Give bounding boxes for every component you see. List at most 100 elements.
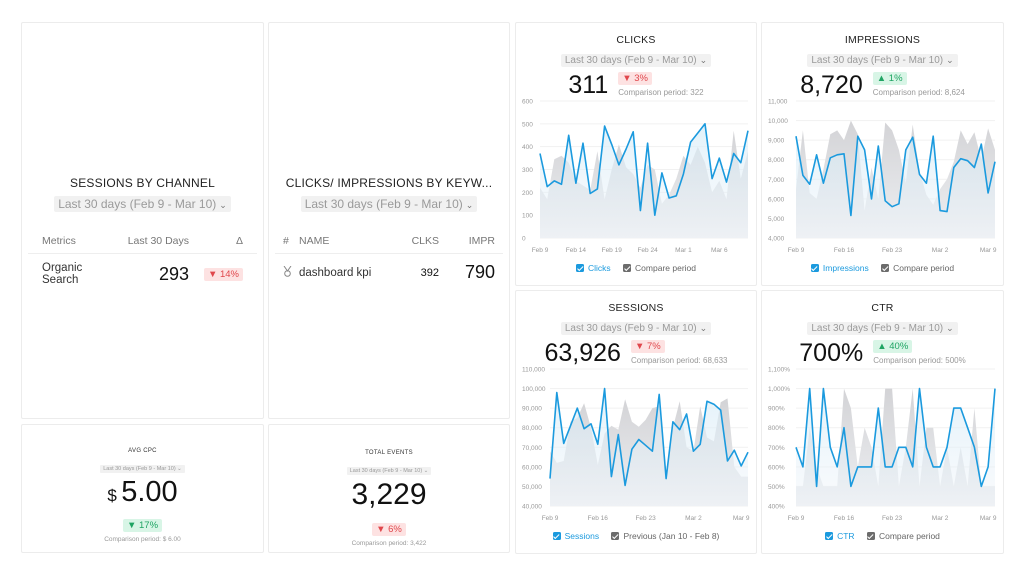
y-tick-label: 40,000 [522,504,542,511]
y-tick-label: 1,100% [768,367,790,374]
x-tick-label: Feb 9 [542,515,559,522]
chart-title: CLICKS [616,34,656,46]
y-tick-label: 4,000 [768,236,785,243]
primary-line [549,387,749,487]
checkbox-checked-icon [623,264,632,272]
keyword-name: dashboard kpi [299,266,372,279]
table-row: Organic Search 293 ▼ 14% [28,254,257,294]
delta-badge: ▼ 3% [618,72,653,85]
y-tick-label: 300 [522,167,533,174]
avg-cpc-widget: AVG CPC Last 30 days (Feb 9 - Mar 10) ⌄ … [21,424,264,553]
y-tick-label: 90,000 [522,406,542,413]
widget-title: CLICKS/ IMPRESSIONS BY KEYW... [285,176,493,190]
legend-toggle-compare[interactable]: Compare period [881,263,954,273]
y-tick-label: 7,000 [768,177,785,184]
y-tick-label: 60,000 [522,464,542,471]
y-tick-label: 100 [522,213,533,220]
primary-area [796,388,995,506]
legend-toggle-primary[interactable]: Sessions [552,531,600,541]
legend-label: Clicks [588,263,611,273]
kpi-value: 311 [568,71,609,99]
x-tick-label: Mar 1 [675,247,692,254]
column-header: IMPR [468,235,495,247]
x-tick-label: Feb 16 [588,515,609,522]
checkbox-checked-icon [810,264,819,272]
impressions-chart-widget: 4,000 5,000 6,000 7,000 8,000 9,000 10,000 11,0… [761,22,1004,286]
kpi-value: 700% [799,339,864,367]
table-row: dashboard kpi 392 790 [275,254,503,291]
delta-badge: ▲ 1% [872,72,907,85]
date-range-dropdown[interactable]: Last 30 days (Feb 9 - Mar 10) ⌄ [54,196,231,212]
legend-toggle-compare[interactable]: Previous (Jan 10 - Feb 8) [611,531,719,541]
y-tick-label: 700% [768,445,785,452]
x-tick-label: Mar 2 [932,515,949,522]
column-header: Last 30 Days [127,235,189,247]
legend-label: Compare period [878,531,940,541]
checkbox-checked-icon [866,532,875,540]
y-tick-label: 10,000 [768,118,788,125]
delta-badge: ▼ 17% [122,519,163,532]
y-tick-label: 0 [522,236,526,243]
x-tick-label: Feb 19 [602,247,623,254]
primary-line [795,135,996,217]
legend-toggle-compare[interactable]: Compare period [623,263,696,273]
date-range-dropdown[interactable]: Last 30 days (Feb 9 - Mar 10) ⌄ [807,54,958,67]
legend-toggle-compare[interactable]: Compare period [866,531,940,541]
date-range-label: Last 30 days (Feb 9 - Mar 10) [564,323,697,334]
date-range-dropdown[interactable]: Last 30 days (Feb 9 - Mar 10) ⌄ [346,467,432,475]
checkbox-checked-icon [576,264,584,272]
chevron-down-icon: ⌄ [699,323,708,333]
primary-line [795,387,996,488]
date-range-label: Last 30 days (Feb 9 - Mar 10) [349,468,423,474]
chevron-down-icon: ⌄ [465,200,474,210]
date-range-dropdown[interactable]: Last 30 days (Feb 9 - Mar 10) ⌄ [300,196,478,212]
x-tick-label: Feb 23 [635,515,656,522]
column-header: # [283,235,289,247]
date-range-label: Last 30 days (Feb 9 - Mar 10) [304,197,463,211]
date-range-dropdown[interactable]: Last 30 days (Feb 9 - Mar 10) ⌄ [807,322,958,335]
primary-area [796,136,995,238]
date-range-label: Last 30 days (Feb 9 - Mar 10) [811,323,944,334]
table-header: Metrics Last 30 Days Δ [28,235,257,254]
legend-label: Sessions [564,531,600,541]
y-tick-label: 400 [522,144,533,151]
legend-label: Compare period [893,263,955,273]
y-tick-label: 1,000% [768,386,790,393]
metric-value: 293 [158,263,189,284]
ctr-chart-widget: 400% 500% 600% 700% 800% 900% 1,000% 1,100% Feb … [761,290,1004,554]
y-tick-label: 80,000 [522,425,542,432]
legend-toggle-primary[interactable]: CTR [825,531,855,541]
y-tick-label: 50,000 [522,484,542,491]
legend-label: Compare period [635,263,696,273]
date-range-label: Last 30 days (Feb 9 - Mar 10) [811,55,944,66]
date-range-label: Last 30 days (Feb 9 - Mar 10) [564,55,697,66]
column-header: CLKS [411,235,439,247]
line-chart: 40,000 50,000 60,000 70,000 80,000 90,000 100,… [522,367,750,523]
date-range-dropdown[interactable]: Last 30 days (Feb 9 - Mar 10) ⌄ [100,465,185,473]
y-tick-label: 6,000 [768,196,785,203]
keyword-clicks: 392 [420,266,439,279]
chevron-down-icon: ⌄ [699,55,708,65]
y-tick-label: 900% [768,406,785,413]
kpi-value: 8,720 [800,71,863,99]
legend-toggle-primary[interactable]: Clicks [576,263,611,273]
delta-badge: ▲ 40% [873,340,913,353]
date-range-dropdown[interactable]: Last 30 days (Feb 9 - Mar 10) ⌄ [560,54,712,67]
checkbox-checked-icon [611,532,620,540]
y-tick-label: 500 [522,121,533,128]
date-range-dropdown[interactable]: Last 30 days (Feb 9 - Mar 10) ⌄ [560,322,712,335]
y-tick-label: 70,000 [522,445,542,452]
x-tick-label: Feb 9 [788,247,805,254]
line-chart: 400% 500% 600% 700% 800% 900% 1,000% 1,100% Feb … [768,367,997,523]
checkbox-checked-icon [552,532,561,540]
checkbox-checked-icon [825,532,834,540]
x-tick-label: Mar 2 [932,247,949,254]
comparison-text: Comparison period: 500% [873,356,966,365]
clicks-chart-widget: 0 100 200 300 400 500 600 Feb 9 Feb 14 Feb 19 Feb … [515,22,757,286]
x-tick-label: Feb 9 [788,515,805,522]
comparison-text: Comparison period: 322 [618,88,704,97]
widget-title: AVG CPC [128,448,157,454]
legend-toggle-primary[interactable]: Impressions [810,263,869,273]
y-tick-label: 800% [768,425,785,432]
y-tick-label: 8,000 [768,157,785,164]
